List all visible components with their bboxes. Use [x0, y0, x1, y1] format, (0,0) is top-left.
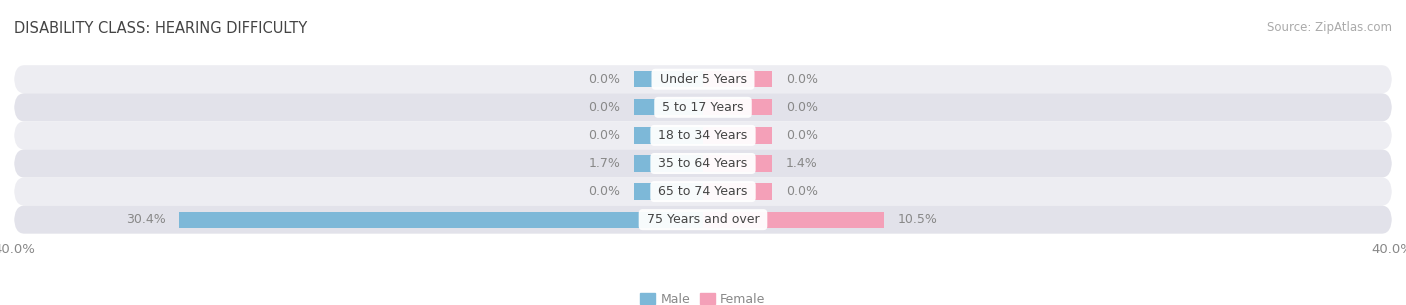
Bar [634, 127, 703, 144]
Bar [703, 211, 884, 228]
Bar [703, 183, 772, 200]
Text: 1.4%: 1.4% [786, 157, 817, 170]
Bar [180, 211, 703, 228]
Text: 0.0%: 0.0% [786, 185, 818, 198]
FancyBboxPatch shape [14, 149, 1392, 178]
Text: DISABILITY CLASS: HEARING DIFFICULTY: DISABILITY CLASS: HEARING DIFFICULTY [14, 21, 308, 36]
Text: 0.0%: 0.0% [786, 129, 818, 142]
Text: 10.5%: 10.5% [897, 213, 938, 226]
Bar [703, 71, 772, 88]
Bar [634, 71, 703, 88]
Text: 5 to 17 Years: 5 to 17 Years [658, 101, 748, 114]
Text: 65 to 74 Years: 65 to 74 Years [654, 185, 752, 198]
Text: 0.0%: 0.0% [588, 73, 620, 86]
Text: 30.4%: 30.4% [127, 213, 166, 226]
Bar [634, 99, 703, 116]
Text: 18 to 34 Years: 18 to 34 Years [654, 129, 752, 142]
Text: 35 to 64 Years: 35 to 64 Years [654, 157, 752, 170]
FancyBboxPatch shape [14, 206, 1392, 234]
Legend: Male, Female: Male, Female [641, 293, 765, 305]
Bar [703, 155, 772, 172]
Text: 0.0%: 0.0% [588, 101, 620, 114]
FancyBboxPatch shape [14, 65, 1392, 93]
Text: 0.0%: 0.0% [786, 73, 818, 86]
Bar [634, 183, 703, 200]
Bar [634, 155, 703, 172]
FancyBboxPatch shape [14, 93, 1392, 121]
Text: 75 Years and over: 75 Years and over [643, 213, 763, 226]
Bar [703, 99, 772, 116]
Text: 1.7%: 1.7% [589, 157, 620, 170]
FancyBboxPatch shape [14, 121, 1392, 149]
FancyBboxPatch shape [14, 178, 1392, 206]
Text: Under 5 Years: Under 5 Years [655, 73, 751, 86]
Text: 0.0%: 0.0% [588, 185, 620, 198]
Text: 0.0%: 0.0% [786, 101, 818, 114]
Text: Source: ZipAtlas.com: Source: ZipAtlas.com [1267, 21, 1392, 34]
Text: 0.0%: 0.0% [588, 129, 620, 142]
Bar [703, 127, 772, 144]
